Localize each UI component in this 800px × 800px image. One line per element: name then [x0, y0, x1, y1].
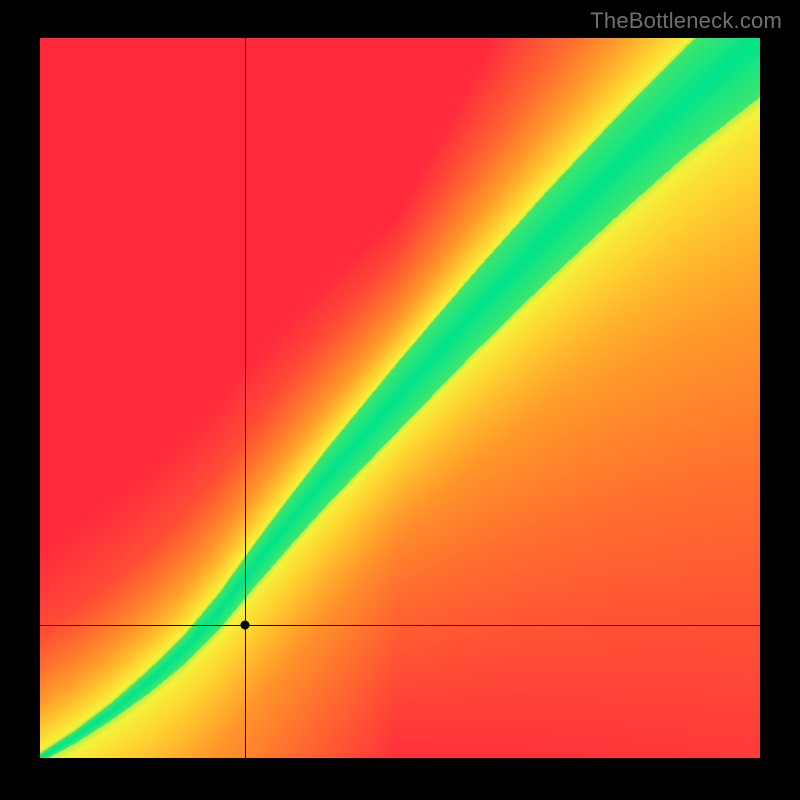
watermark-text: TheBottleneck.com	[590, 8, 782, 34]
heatmap-canvas	[40, 38, 760, 758]
selection-marker	[241, 620, 250, 629]
crosshair-horizontal	[40, 625, 760, 626]
bottleneck-heatmap	[40, 38, 760, 758]
crosshair-vertical	[245, 38, 246, 758]
